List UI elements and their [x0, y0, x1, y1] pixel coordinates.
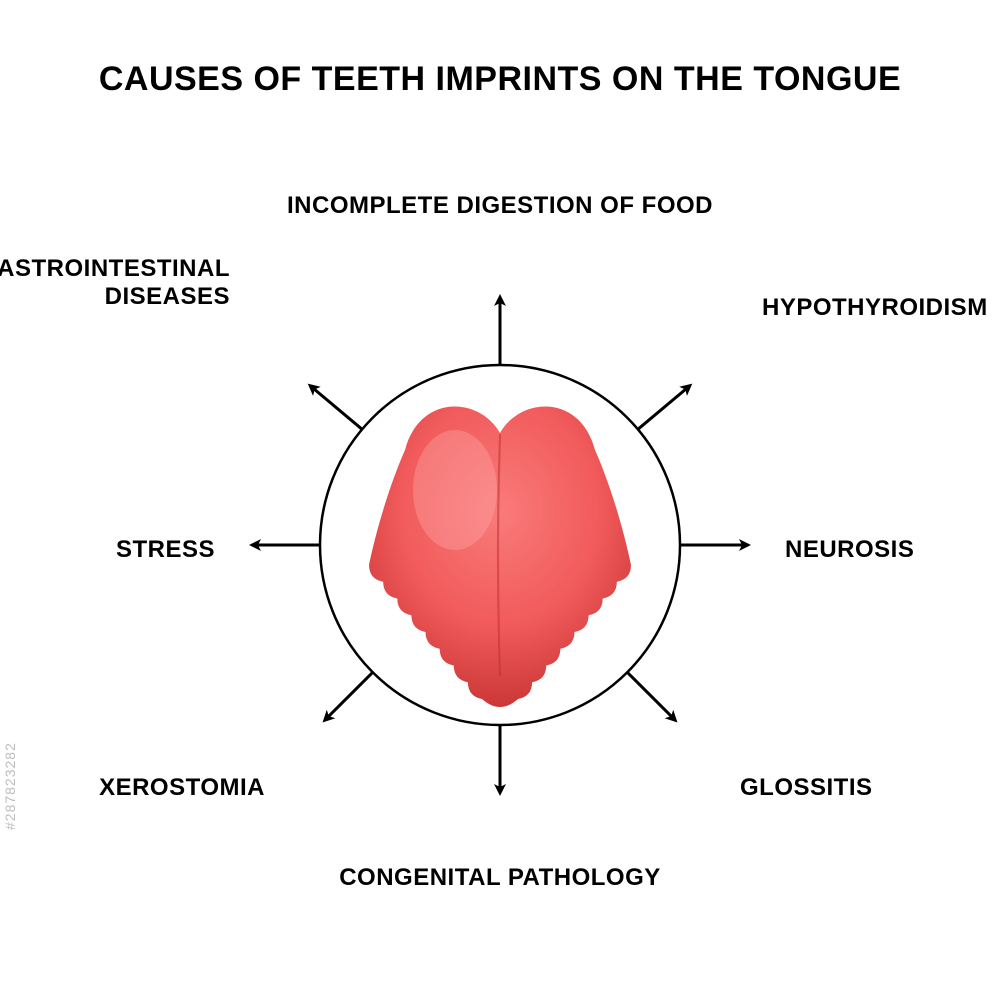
cause-label-br: GLOSSITIS	[740, 774, 873, 802]
cause-label-right: NEUROSIS	[785, 536, 914, 564]
arrow-bl	[325, 672, 373, 720]
arrow-br	[627, 672, 675, 720]
cause-label-bottom: CONGENITAL PATHOLOGY	[0, 864, 1000, 892]
cause-label-top: INCOMPLETE DIGESTION OF FOOD	[0, 192, 1000, 220]
diagram-stage	[0, 0, 1000, 1000]
watermark: #287823282	[2, 742, 18, 830]
arrow-tr	[638, 386, 690, 430]
arrow-tl	[310, 386, 362, 430]
cause-label-bl: XEROSTOMIA	[99, 774, 265, 802]
cause-label-left: STRESS	[116, 536, 215, 564]
cause-label-tr: HYPOTHYROIDISM	[762, 294, 988, 322]
cause-label-tl: GASTROINTESTINAL DISEASES	[0, 255, 230, 311]
